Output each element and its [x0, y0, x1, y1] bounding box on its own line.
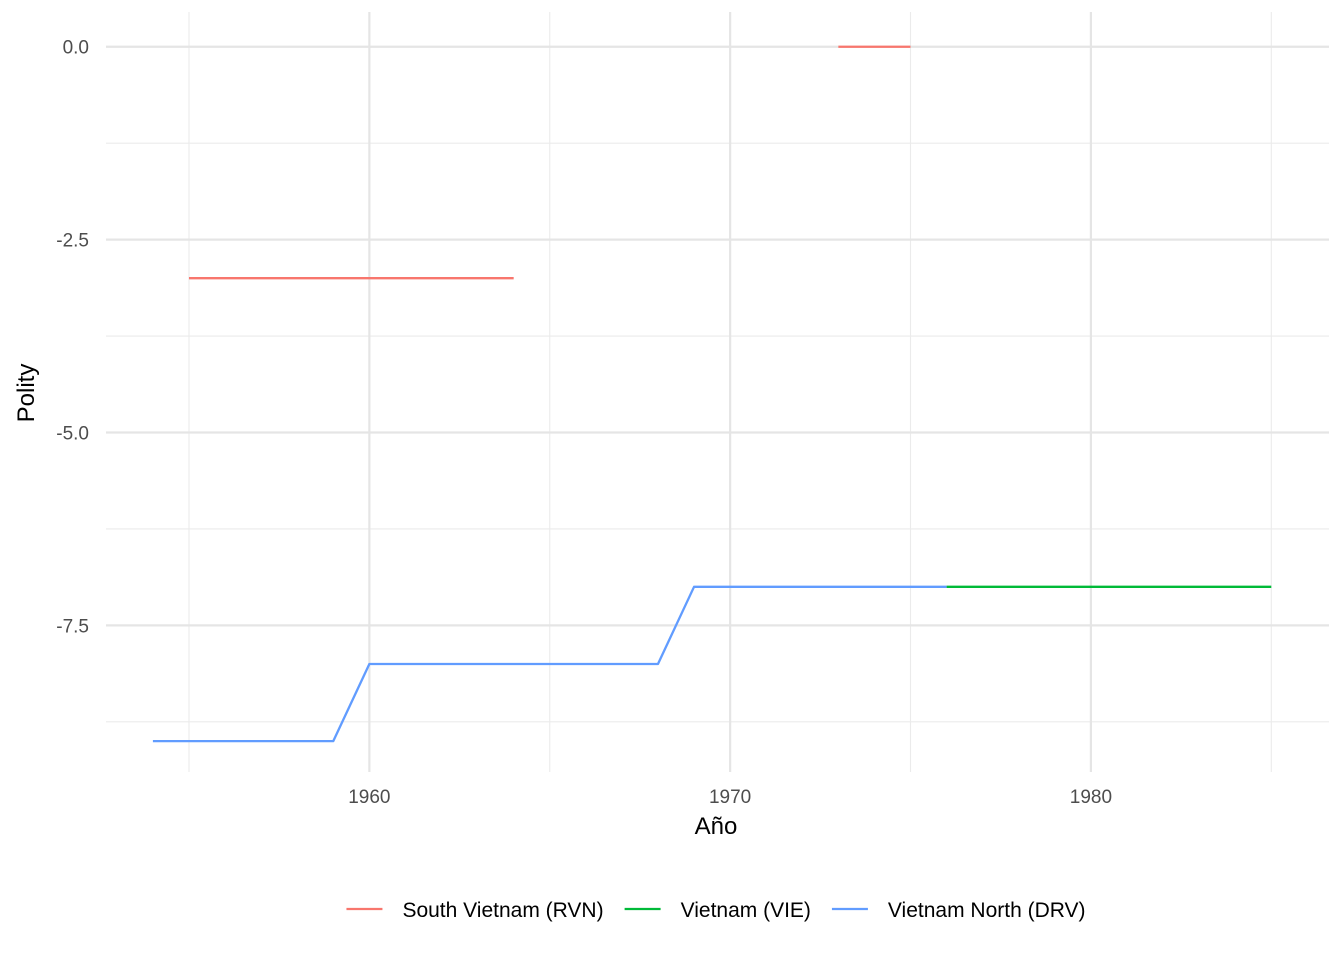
y-axis-ticks: 0.0 -2.5 -5.0 -7.5 [56, 38, 89, 638]
y-tick-label: -2.5 [56, 231, 89, 252]
x-tick-label: 1980 [1070, 787, 1112, 808]
series-lines [152, 45, 1272, 743]
major-gridlines [106, 12, 1329, 772]
x-tick-label: 1970 [709, 787, 751, 808]
y-tick-label: -5.0 [56, 424, 89, 445]
x-axis-title: Año [695, 813, 738, 840]
y-tick-label: 0.0 [63, 38, 89, 59]
x-axis-ticks: 1960 1970 1980 [348, 787, 1112, 808]
legend-label: South Vietnam (RVN) [402, 899, 603, 922]
minor-gridlines [106, 12, 1329, 772]
x-tick-label: 1960 [348, 787, 390, 808]
legend: South Vietnam (RVN) Vietnam (VIE) Vietnam … [346, 899, 1086, 922]
y-axis-title: Polity [13, 364, 40, 423]
y-tick-label: -7.5 [56, 616, 89, 637]
series-line-vietnam-north-drv [152, 585, 947, 743]
legend-label: Vietnam (VIE) [681, 899, 811, 922]
legend-label: Vietnam North (DRV) [888, 899, 1086, 922]
